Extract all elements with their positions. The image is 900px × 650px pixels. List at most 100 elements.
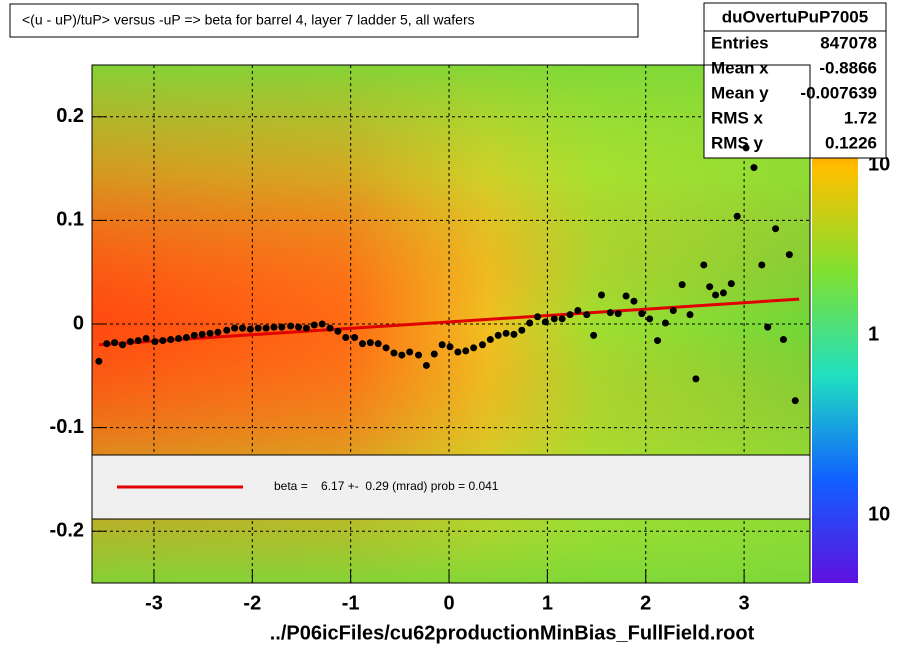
profile-point <box>583 311 591 319</box>
profile-point <box>398 351 406 359</box>
profile-point <box>785 251 793 259</box>
legend-box <box>91 454 811 520</box>
colorbar-label: 1 <box>868 323 879 345</box>
profile-point <box>510 330 518 338</box>
profile-point <box>438 341 446 349</box>
profile-point <box>606 309 614 317</box>
profile-point <box>302 324 310 332</box>
legend-text: beta = 6.17 +- 0.29 (mrad) prob = 0.041 <box>274 479 499 493</box>
profile-point <box>597 291 605 299</box>
profile-point <box>326 324 334 332</box>
profile-point <box>374 340 382 348</box>
colorbar-label: 10 <box>868 153 890 175</box>
x-tick-label: 0 <box>443 592 454 614</box>
fit-line <box>98 297 800 347</box>
profile-point <box>758 261 766 269</box>
profile-point <box>622 292 630 300</box>
profile-point <box>430 350 438 358</box>
profile-point <box>654 337 662 345</box>
stats-value: -0.007639 <box>800 83 877 102</box>
chart-title: <(u - uP)/tuP> versus -uP => beta for ba… <box>22 12 475 28</box>
profile-point <box>574 307 582 315</box>
profile-point <box>706 283 714 291</box>
profile-point <box>646 315 654 323</box>
y-tick-label: -0.1 <box>50 416 84 438</box>
profile-point <box>678 281 686 289</box>
profile-point <box>287 322 295 330</box>
profile-point <box>390 349 398 357</box>
profile-point <box>278 323 286 331</box>
profile-point <box>712 291 720 299</box>
profile-point <box>686 311 694 319</box>
profile-point <box>310 321 318 329</box>
profile-point <box>111 339 119 347</box>
profile-point <box>254 324 262 332</box>
profile-point <box>727 280 735 288</box>
plot-frame <box>91 64 811 584</box>
profile-point <box>318 320 326 328</box>
profile-point <box>246 325 254 333</box>
stats-label: RMS x <box>711 108 764 127</box>
profile-point <box>470 344 478 352</box>
stats-value: 1.72 <box>844 108 877 127</box>
y-tick-label: 0 <box>73 312 84 334</box>
profile-point <box>358 340 366 348</box>
x-tick-label: 3 <box>739 592 750 614</box>
profile-point <box>190 331 198 339</box>
stats-value: 0.1226 <box>825 133 877 152</box>
profile-point <box>772 225 780 233</box>
profile-point <box>719 289 727 297</box>
stats-label: RMS y <box>711 133 764 152</box>
profile-point <box>118 341 126 349</box>
profile-point <box>446 343 454 351</box>
profile-point <box>614 310 622 318</box>
profile-point <box>231 324 239 332</box>
profile-point <box>733 212 741 220</box>
profile-point <box>462 347 470 355</box>
profile-point <box>661 319 669 327</box>
profile-point <box>526 319 534 327</box>
profile-point <box>175 335 183 343</box>
profile-point <box>478 341 486 349</box>
profile-point <box>534 313 542 321</box>
profile-point <box>214 328 222 336</box>
profile-point <box>206 329 214 337</box>
profile-point <box>486 336 494 344</box>
profile-point <box>351 333 359 341</box>
profile-point <box>454 348 462 356</box>
profile-point <box>558 315 566 323</box>
profile-point <box>151 338 159 346</box>
profile-point <box>142 335 150 343</box>
profile-point <box>295 323 303 331</box>
profile-point <box>366 339 374 347</box>
profile-point <box>750 164 758 172</box>
x-tick-label: 1 <box>542 592 553 614</box>
profile-point <box>502 329 510 337</box>
profile-point <box>669 307 677 315</box>
stats-value: 847078 <box>820 33 877 52</box>
profile-point <box>630 297 638 305</box>
profile-point <box>590 331 598 339</box>
colorbar-label: 10 <box>868 503 890 525</box>
profile-point <box>223 326 231 334</box>
profile-point <box>159 337 167 345</box>
profile-point <box>541 318 549 326</box>
stats-box <box>703 2 887 159</box>
x-tick-label: -3 <box>145 592 163 614</box>
profile-point <box>742 144 750 152</box>
profile-point <box>167 336 175 344</box>
profile-point <box>134 337 142 345</box>
profile-point <box>494 331 502 339</box>
profile-point <box>550 315 558 323</box>
profile-point <box>791 397 799 405</box>
title-box <box>9 3 639 38</box>
x-tick-label: 2 <box>640 592 651 614</box>
profile-point <box>382 344 390 352</box>
stats-value: -0.8866 <box>819 58 877 77</box>
profile-point <box>518 326 526 334</box>
x-tick-label: -1 <box>342 592 360 614</box>
profile-point <box>406 348 414 356</box>
x-tick-label: -2 <box>243 592 261 614</box>
stats-title: duOvertuPuP7005 <box>722 7 868 26</box>
